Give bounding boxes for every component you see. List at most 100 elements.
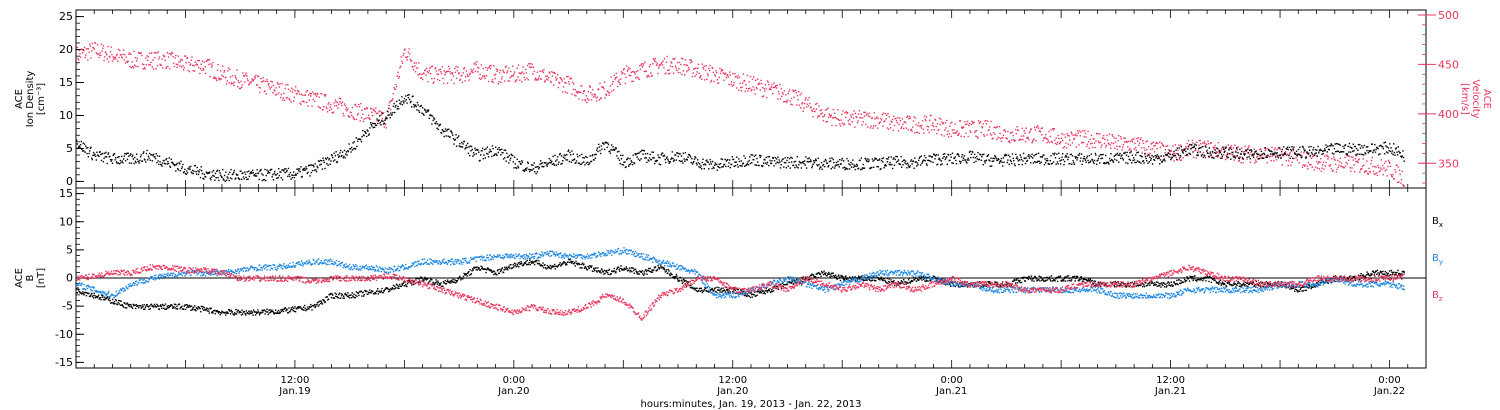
data-point bbox=[1139, 154, 1141, 157]
data-point bbox=[489, 148, 491, 151]
data-point bbox=[1393, 151, 1396, 154]
data-point bbox=[1314, 166, 1317, 168]
data-point bbox=[656, 64, 658, 66]
data-point bbox=[915, 123, 917, 126]
data-point bbox=[708, 168, 710, 170]
data-point bbox=[935, 153, 937, 156]
data-point bbox=[1326, 151, 1328, 153]
data-point bbox=[1166, 155, 1168, 157]
data-point bbox=[1162, 159, 1164, 161]
data-point bbox=[313, 304, 316, 306]
data-point bbox=[151, 66, 153, 68]
data-point bbox=[129, 154, 131, 156]
data-point bbox=[570, 77, 572, 80]
data-point bbox=[1264, 149, 1267, 152]
data-point bbox=[1035, 140, 1037, 142]
data-point bbox=[813, 160, 815, 162]
data-point bbox=[316, 302, 319, 304]
data-point bbox=[682, 58, 684, 60]
data-point bbox=[567, 150, 569, 152]
data-point bbox=[347, 108, 349, 110]
data-point bbox=[1325, 161, 1327, 164]
data-point bbox=[388, 102, 391, 104]
data-point bbox=[1242, 162, 1244, 164]
data-point bbox=[1120, 157, 1122, 160]
data-point bbox=[192, 307, 194, 309]
data-point bbox=[790, 97, 793, 100]
data-point bbox=[1233, 155, 1235, 157]
data-point bbox=[1282, 146, 1285, 148]
data-point bbox=[656, 63, 658, 65]
data-point bbox=[164, 308, 166, 310]
data-point bbox=[1008, 140, 1010, 142]
data-point bbox=[749, 156, 751, 158]
data-point bbox=[287, 312, 289, 314]
data-point bbox=[682, 162, 684, 164]
data-point bbox=[130, 162, 133, 164]
data-point bbox=[826, 162, 829, 164]
data-point bbox=[741, 86, 743, 88]
data-point bbox=[939, 159, 941, 161]
data-point bbox=[300, 166, 302, 168]
data-point bbox=[873, 125, 875, 127]
data-point bbox=[272, 173, 274, 176]
data-point bbox=[1215, 155, 1217, 158]
data-point bbox=[613, 89, 615, 91]
data-point bbox=[523, 169, 525, 171]
data-point bbox=[587, 90, 589, 93]
data-point bbox=[837, 160, 839, 163]
data-point bbox=[407, 56, 409, 58]
data-point bbox=[1085, 136, 1087, 138]
data-point bbox=[731, 156, 733, 158]
data-point bbox=[559, 152, 561, 155]
data-point bbox=[201, 305, 203, 308]
data-point bbox=[1148, 161, 1151, 163]
data-point bbox=[149, 305, 151, 307]
data-point bbox=[1075, 157, 1077, 159]
data-point bbox=[770, 88, 772, 91]
data-point bbox=[1200, 155, 1203, 157]
data-point bbox=[205, 308, 207, 310]
data-point bbox=[78, 49, 80, 52]
data-point bbox=[254, 314, 257, 316]
data-point bbox=[835, 164, 837, 166]
data-point bbox=[362, 113, 364, 115]
data-point bbox=[759, 89, 761, 91]
data-point bbox=[1188, 144, 1190, 147]
data-point bbox=[1112, 161, 1115, 163]
data-point bbox=[248, 84, 250, 86]
data-point bbox=[1074, 155, 1076, 158]
data-point bbox=[1034, 129, 1036, 131]
data-point bbox=[1304, 164, 1306, 166]
data-point bbox=[218, 311, 221, 313]
data-point bbox=[1170, 158, 1172, 161]
data-point bbox=[136, 60, 138, 62]
data-point bbox=[562, 86, 565, 88]
data-point bbox=[1262, 154, 1264, 156]
data-point bbox=[799, 94, 801, 96]
data-point bbox=[403, 49, 406, 51]
data-point bbox=[770, 162, 773, 165]
data-point bbox=[122, 49, 125, 51]
data-point bbox=[801, 103, 803, 105]
data-point bbox=[613, 149, 615, 151]
data-point bbox=[1037, 152, 1040, 154]
data-point bbox=[1006, 161, 1008, 164]
data-point bbox=[642, 153, 644, 155]
data-point bbox=[616, 85, 619, 88]
data-point bbox=[1210, 154, 1212, 156]
data-point bbox=[909, 165, 911, 167]
data-point bbox=[563, 78, 565, 80]
data-point bbox=[1403, 185, 1405, 187]
data-point bbox=[117, 60, 119, 62]
data-point bbox=[871, 158, 874, 160]
data-point bbox=[355, 118, 357, 120]
data-point bbox=[767, 81, 769, 83]
data-point bbox=[212, 169, 215, 172]
data-point bbox=[323, 161, 325, 164]
data-point bbox=[925, 163, 928, 165]
data-point bbox=[407, 51, 410, 54]
data-point bbox=[169, 68, 171, 70]
data-point bbox=[675, 67, 677, 69]
